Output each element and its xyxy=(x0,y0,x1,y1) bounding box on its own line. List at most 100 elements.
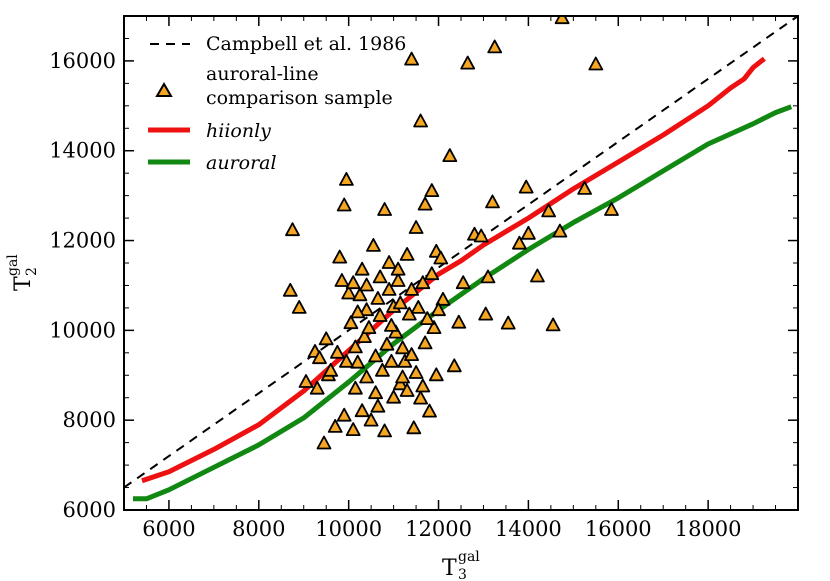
scatter-point xyxy=(352,287,368,302)
scatter-point xyxy=(298,374,314,388)
x-tick-label: 10000 xyxy=(315,517,382,541)
scatter-point xyxy=(338,353,354,368)
legend-label-auroral: auroral xyxy=(206,152,277,174)
x-tick-label: 8000 xyxy=(232,517,285,541)
x-tick-label: 6000 xyxy=(142,517,195,541)
scatter-point xyxy=(316,435,332,450)
scatter-point xyxy=(338,171,354,186)
scatter-point xyxy=(473,228,489,243)
scatter-point xyxy=(323,362,339,377)
scatter-point xyxy=(422,403,437,418)
x-tick-label: 16000 xyxy=(585,517,652,541)
x-axis-title-main: T xyxy=(442,556,457,581)
scatter-point xyxy=(347,380,363,395)
y-tick-label: 10000 xyxy=(49,318,116,342)
scatter-point xyxy=(377,423,393,438)
scatter-point xyxy=(359,369,375,384)
scatter-point xyxy=(417,196,433,211)
scatter-point xyxy=(370,398,386,413)
scatter-point xyxy=(545,317,561,332)
scatter-point xyxy=(390,261,406,276)
y-tick-label: 14000 xyxy=(49,139,116,163)
scatter-point xyxy=(368,385,384,400)
scatter-point xyxy=(312,350,327,365)
axis-ticks: 6000 8000 10000 12000 14000 16000 18000 6000 800… xyxy=(49,15,798,541)
scatter-point xyxy=(395,369,411,384)
scatter-point xyxy=(552,223,568,238)
scatter-point xyxy=(336,407,352,422)
scatter-point xyxy=(327,418,343,433)
scatter-point xyxy=(383,317,399,332)
scatter-point xyxy=(390,273,406,287)
scatter-point xyxy=(417,335,433,350)
scatter-point xyxy=(424,183,440,198)
y-tick-label: 8000 xyxy=(63,408,116,432)
scatter-point xyxy=(383,353,399,368)
scatter-point xyxy=(530,268,545,283)
scatter-point xyxy=(381,255,397,269)
scatter-point xyxy=(361,320,377,335)
hiionly-line xyxy=(141,56,766,484)
scatter-point xyxy=(460,55,476,70)
scatter-point xyxy=(345,275,361,290)
scatter-point xyxy=(446,358,462,373)
scatter-point xyxy=(343,315,359,330)
legend-label-sample-line1: auroral-line xyxy=(206,63,319,85)
scatter-point xyxy=(424,266,440,281)
scatter-point xyxy=(404,51,420,66)
scatter-point xyxy=(372,308,388,322)
x-axis-title-sup: gal xyxy=(458,549,480,565)
scatter-point xyxy=(370,290,386,305)
scatter-point xyxy=(381,281,397,296)
scatter-point xyxy=(285,222,300,237)
scatter-point xyxy=(554,16,570,25)
scatter-point xyxy=(588,56,604,71)
scatter-point xyxy=(433,250,449,265)
y-axis-title-sup: gal xyxy=(5,254,21,276)
scatter-point xyxy=(392,295,408,310)
scatter-point xyxy=(451,314,467,329)
scatter-point xyxy=(410,299,426,314)
scatter-point xyxy=(354,403,370,418)
scatter-point xyxy=(363,412,379,427)
x-tick-label: 14000 xyxy=(495,517,562,541)
scatter-point xyxy=(399,246,415,261)
scatter-point xyxy=(345,422,361,437)
scatter-point xyxy=(435,291,451,306)
scatter-point xyxy=(334,273,350,287)
scatter-point xyxy=(332,249,348,264)
scatter-point xyxy=(365,237,381,252)
y-tick-label: 12000 xyxy=(49,229,116,253)
scatter-point xyxy=(354,261,370,276)
scatter-point xyxy=(419,311,435,326)
legend-label-hiionly: hiionly xyxy=(206,120,271,142)
scatter-point xyxy=(413,390,429,405)
scatter-point xyxy=(577,180,592,195)
scatter-point xyxy=(350,354,366,369)
scatter-point xyxy=(512,235,527,250)
legend-label-campbell: Campbell et al. 1986 xyxy=(206,33,406,55)
scatter-point xyxy=(478,306,494,321)
legend-label-sample-line2: comparison sample xyxy=(206,87,393,109)
scatter-point xyxy=(374,362,390,377)
scatter-point xyxy=(406,420,422,435)
scatter-point xyxy=(415,378,431,393)
legend-swatch-sample xyxy=(155,82,173,97)
y-axis-title-main: T xyxy=(11,276,36,291)
y-axis-title-sub: 2 xyxy=(24,267,40,276)
scatter-point xyxy=(377,202,393,216)
scatter-point xyxy=(487,39,503,54)
scatter-point xyxy=(521,225,536,240)
x-tick-label: 18000 xyxy=(675,517,742,541)
scatter-point xyxy=(395,340,411,355)
y-tick-label: 16000 xyxy=(49,49,116,73)
scatter-point xyxy=(372,269,388,284)
scatter-point xyxy=(431,302,446,317)
scatter-point xyxy=(386,389,402,404)
scatter-point xyxy=(399,383,415,397)
scatter-point xyxy=(359,277,375,292)
scatter-point xyxy=(442,148,458,163)
scatter-point xyxy=(415,275,431,290)
scatter-point xyxy=(500,315,516,330)
